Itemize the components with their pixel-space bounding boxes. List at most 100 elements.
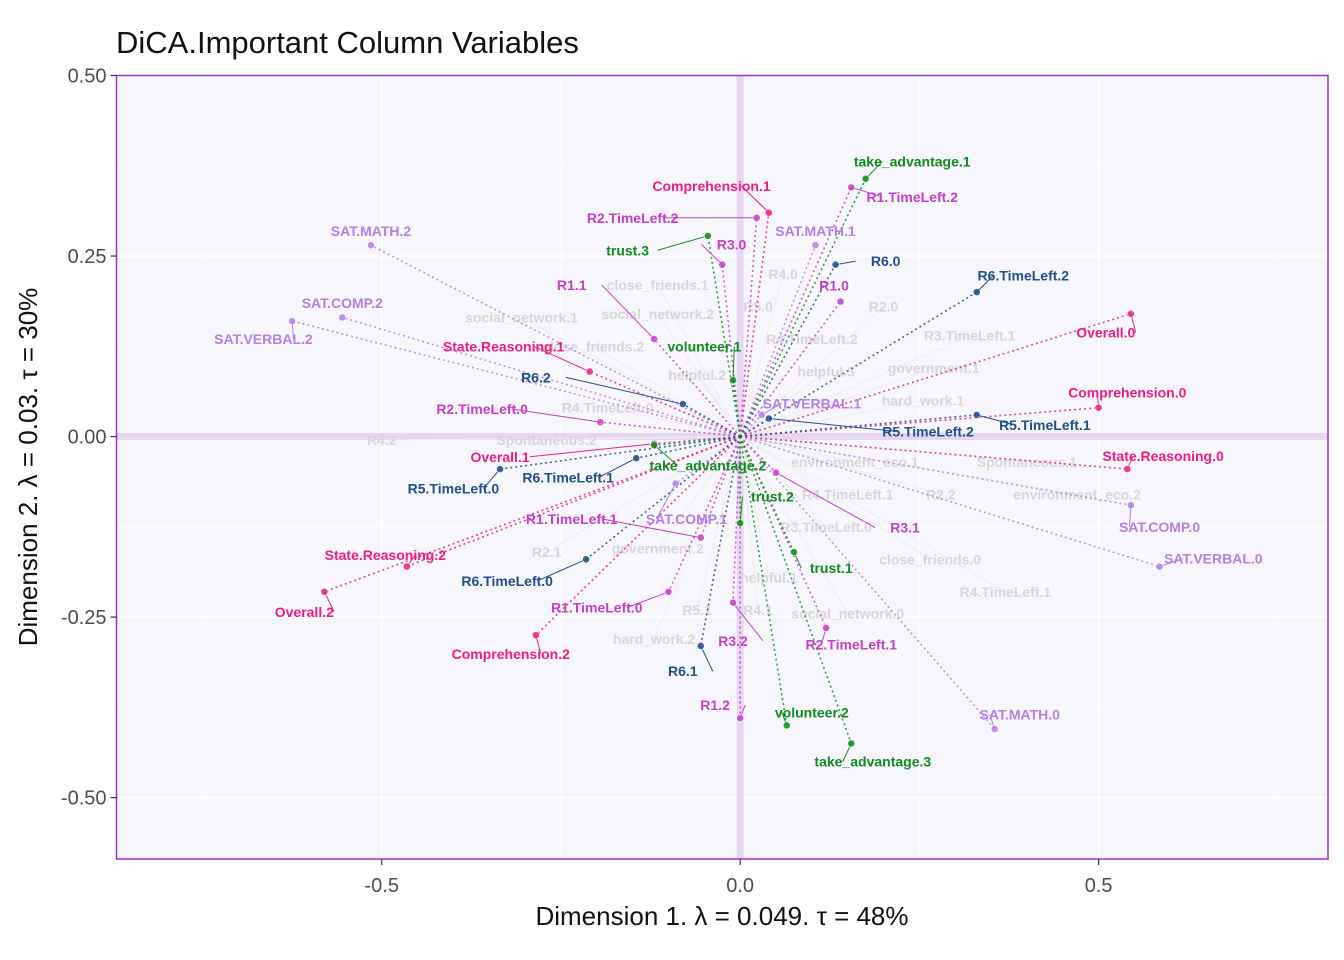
y-tick-label: 0.25 [68, 246, 107, 268]
point-label: R6.0 [871, 253, 901, 269]
dotted-link [654, 435, 741, 445]
data-point [847, 183, 856, 192]
leader-line [851, 186, 883, 198]
data-point [822, 624, 831, 632]
point-label: R5.TimeLeft.2 [882, 424, 974, 440]
point-label: R1.TimeLeft.2 [866, 189, 958, 205]
leader-line [865, 161, 883, 180]
data-point [1126, 501, 1135, 510]
point-label: volunteer.1 [667, 338, 741, 354]
data-point [790, 548, 798, 556]
data-point [752, 213, 761, 222]
data-point [972, 410, 981, 419]
y-tick-label: -0.50 [61, 788, 107, 810]
data-point [1155, 562, 1164, 571]
data-point [729, 598, 737, 607]
data-point [585, 367, 594, 376]
dotted-link [589, 370, 741, 438]
dotted-link [342, 316, 741, 438]
background-label: R4.TimeLeft.0 [562, 400, 654, 416]
dotted-link [739, 313, 1132, 438]
point-label: Overall.2 [275, 604, 334, 620]
point-label: SAT.VERBAL.2 [214, 331, 313, 347]
point-label: take_advantage.3 [814, 754, 931, 770]
background-label: R5.0 [743, 299, 773, 315]
background-label: R4.TimeLeft.1 [960, 584, 1052, 600]
point-label: SAT.MATH.1 [775, 223, 856, 239]
dotted-link [740, 435, 1132, 506]
point-label: R2.TimeLeft.0 [436, 401, 528, 417]
points [288, 174, 1164, 748]
background-label: helpful.2 [668, 367, 726, 383]
background-label: R2.2 [926, 486, 956, 502]
dotted-link [721, 264, 741, 437]
point-label: Comprehension.2 [452, 646, 570, 662]
point-label: SAT.VERBAL.1 [763, 395, 862, 411]
point-label: trust.3 [606, 242, 649, 258]
data-point [1094, 403, 1103, 412]
background-label: social_network.0 [791, 605, 904, 621]
y-tick-label: 0.00 [68, 427, 107, 449]
leader-line [655, 483, 677, 520]
background-label: R2.0 [869, 299, 899, 315]
dotted-link [739, 436, 788, 726]
background-label: Spontaneous.2 [496, 432, 597, 448]
background-link [657, 436, 741, 549]
dotted-link [682, 403, 741, 438]
point-label: trust.1 [810, 560, 853, 576]
point-label: R5.TimeLeft.1 [999, 417, 1091, 433]
leader-line [739, 496, 743, 524]
background-link [739, 436, 1006, 593]
dotted-link [699, 436, 741, 538]
dotted-link [739, 436, 795, 553]
point-label: R5.TimeLeft.0 [408, 481, 500, 497]
dotted-link [675, 435, 741, 485]
data-point [757, 410, 766, 419]
leader-line [529, 443, 655, 458]
point-label: R1.TimeLeft.0 [551, 600, 643, 616]
data-point [972, 288, 981, 297]
dotted-link [739, 301, 842, 438]
leader-line [483, 468, 501, 489]
data-point [704, 231, 712, 240]
background-label: close_friends.0 [879, 551, 981, 567]
dotted-link [739, 436, 853, 744]
leader-line [701, 244, 723, 266]
leader-line [565, 376, 683, 405]
dotted-link [739, 435, 777, 474]
point-label: R1.2 [700, 697, 730, 713]
background-label: social_network.1 [465, 309, 578, 325]
x-tick-label: -0.5 [365, 875, 399, 897]
background-link [739, 436, 759, 610]
point-label: Overall.1 [470, 449, 529, 465]
x-tick-label: 0.0 [726, 875, 754, 897]
panel-border [115, 74, 1329, 860]
point-label: State.Reasoning.0 [1102, 448, 1224, 464]
leader-line [626, 591, 669, 609]
dotted-link [739, 217, 758, 437]
dotted-link [739, 417, 770, 438]
background-label: social_network.2 [601, 306, 714, 322]
dotted-links [291, 178, 1160, 744]
data-point [861, 174, 870, 183]
y-tick-label: 0.50 [68, 66, 107, 88]
leader-line [533, 345, 590, 373]
data-point [990, 725, 999, 733]
leader-line [775, 472, 876, 528]
dotted-link [739, 187, 853, 437]
background-link [657, 284, 741, 437]
point-label: volunteer.2 [775, 704, 849, 720]
point-labels: SAT.MATH.2 SAT.COMP.2 SAT.VERBAL.2 SAT.MATH… [214, 153, 1263, 769]
leader-line [512, 408, 601, 423]
data-point [402, 562, 411, 571]
background-link [739, 273, 784, 437]
data-point [764, 414, 773, 423]
data-point [320, 587, 329, 596]
data-point [782, 721, 791, 730]
point-label: R2.TimeLeft.1 [806, 637, 898, 653]
leader-lines [291, 161, 1184, 762]
dotted-link [600, 421, 741, 438]
point-label: Overall.0 [1076, 325, 1135, 341]
data-point [847, 739, 856, 748]
